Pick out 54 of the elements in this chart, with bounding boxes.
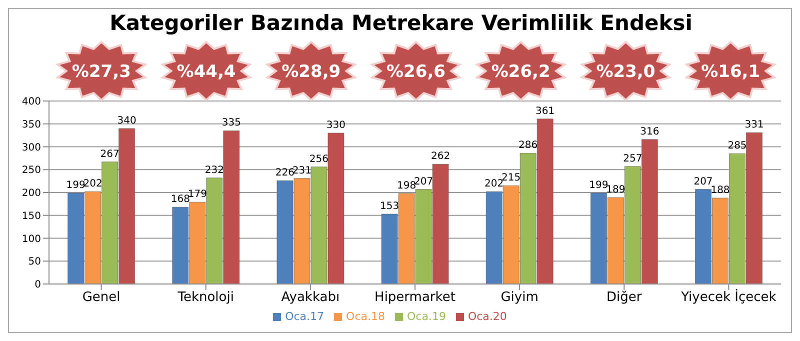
text: %26,2 xyxy=(491,62,550,82)
text: %27,3 xyxy=(72,62,131,82)
legend-label: Oca.17 xyxy=(285,310,324,323)
y-tick-label: 400 xyxy=(22,96,41,108)
data-label: 189 xyxy=(606,184,626,196)
data-label: 286 xyxy=(518,140,538,152)
legend-label: Oca.18 xyxy=(346,310,385,323)
x-tick-label: Teknoloji xyxy=(176,290,234,306)
data-label: 335 xyxy=(222,118,241,129)
data-label: 199 xyxy=(66,180,86,191)
chart-title: Kategoriler Bazında Metrekare Verimlilik Endeksi xyxy=(108,11,694,35)
text: %44,4 xyxy=(176,62,236,82)
data-label: 202 xyxy=(484,178,504,190)
data-label: 168 xyxy=(170,194,190,206)
data-label: 153 xyxy=(380,201,400,212)
data-label: 257 xyxy=(623,153,642,164)
text: %23,0 xyxy=(596,62,656,82)
y-tick-label: 200 xyxy=(22,188,41,200)
text: %28,9 xyxy=(282,62,341,82)
y-tick-label: 0 xyxy=(34,280,41,291)
y-tick-label: 250 xyxy=(22,165,41,176)
data-label: 207 xyxy=(694,176,713,188)
data-label: 267 xyxy=(100,148,120,160)
legend-label: Oca.19 xyxy=(407,310,446,323)
data-label: 198 xyxy=(396,180,416,192)
y-tick-label: 50 xyxy=(28,256,41,268)
data-label: 202 xyxy=(83,178,102,190)
legend-label: Oca.20 xyxy=(468,310,507,323)
x-tick-label: Yiyecek İçecek xyxy=(680,289,777,306)
data-label: 215 xyxy=(502,172,521,184)
data-label: 285 xyxy=(728,140,747,152)
data-label: 199 xyxy=(589,180,608,191)
x-tick-label: Ayakkabı xyxy=(281,290,340,306)
x-tick-label: Giyim xyxy=(500,290,538,306)
x-tick-label: Diğer xyxy=(606,290,642,306)
data-label: 232 xyxy=(204,164,224,176)
data-label: 331 xyxy=(744,120,764,131)
data-label: 330 xyxy=(326,120,346,132)
data-label: 262 xyxy=(430,151,450,162)
y-tick-label: 300 xyxy=(22,142,41,154)
data-label: 226 xyxy=(275,168,295,179)
x-tick-label: Hipermarket xyxy=(374,290,456,306)
text: %26,6 xyxy=(386,62,446,82)
data-label: 256 xyxy=(309,154,329,165)
data-label: 340 xyxy=(117,115,136,126)
data-label: 188 xyxy=(710,184,730,196)
y-tick-label: 100 xyxy=(22,234,41,245)
data-label: 231 xyxy=(292,165,312,176)
y-tick-label: 150 xyxy=(22,210,41,222)
data-label: 361 xyxy=(536,106,555,117)
text: %16,1 xyxy=(701,62,760,82)
x-tick-label: Genel xyxy=(82,290,120,306)
y-tick-label: 350 xyxy=(22,119,41,130)
data-label: 316 xyxy=(640,126,660,138)
